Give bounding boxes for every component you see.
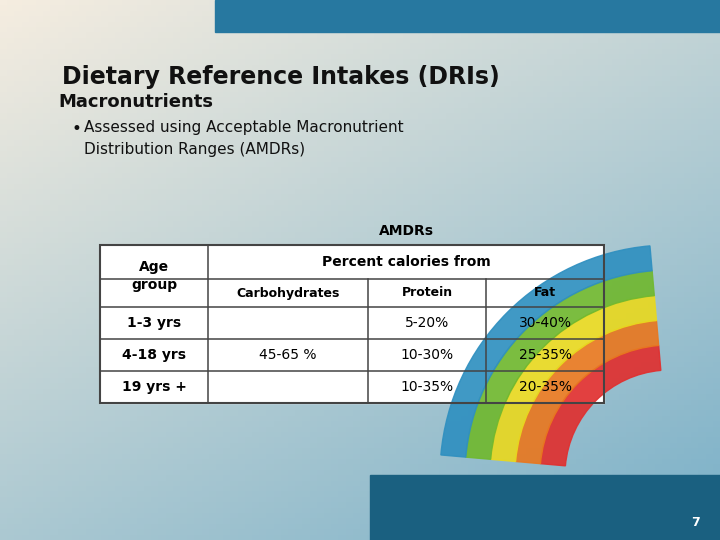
Text: Fat: Fat (534, 287, 556, 300)
Bar (370, 475, 720, 540)
Text: 5-20%: 5-20% (405, 316, 449, 330)
Text: Assessed using Acceptable Macronutrient
Distribution Ranges (AMDRs): Assessed using Acceptable Macronutrient … (84, 120, 404, 157)
Text: 45-65 %: 45-65 % (259, 348, 317, 362)
Text: 20-35%: 20-35% (518, 380, 572, 394)
Text: 10-35%: 10-35% (400, 380, 454, 394)
Text: Dietary Reference Intakes (DRIs): Dietary Reference Intakes (DRIs) (62, 65, 500, 89)
Text: Macronutrients: Macronutrients (58, 93, 213, 111)
Text: 10-30%: 10-30% (400, 348, 454, 362)
Text: Age
group: Age group (131, 260, 177, 292)
Text: 1-3 yrs: 1-3 yrs (127, 316, 181, 330)
Bar (100, 245, 604, 403)
Wedge shape (516, 321, 659, 464)
Text: AMDRs: AMDRs (379, 224, 433, 238)
Text: 30-40%: 30-40% (518, 316, 572, 330)
Text: 7: 7 (690, 516, 699, 529)
Text: Percent calories from: Percent calories from (322, 255, 490, 269)
Bar (100, 245, 604, 403)
Text: 25-35%: 25-35% (518, 348, 572, 362)
Wedge shape (466, 271, 654, 460)
Text: •: • (72, 120, 82, 138)
Text: 4-18 yrs: 4-18 yrs (122, 348, 186, 362)
Text: Protein: Protein (402, 287, 453, 300)
Wedge shape (441, 246, 652, 457)
Bar (215, 0, 720, 32)
Text: Carbohydrates: Carbohydrates (236, 287, 340, 300)
Text: 19 yrs +: 19 yrs + (122, 380, 186, 394)
Wedge shape (541, 346, 661, 466)
Wedge shape (491, 296, 657, 462)
